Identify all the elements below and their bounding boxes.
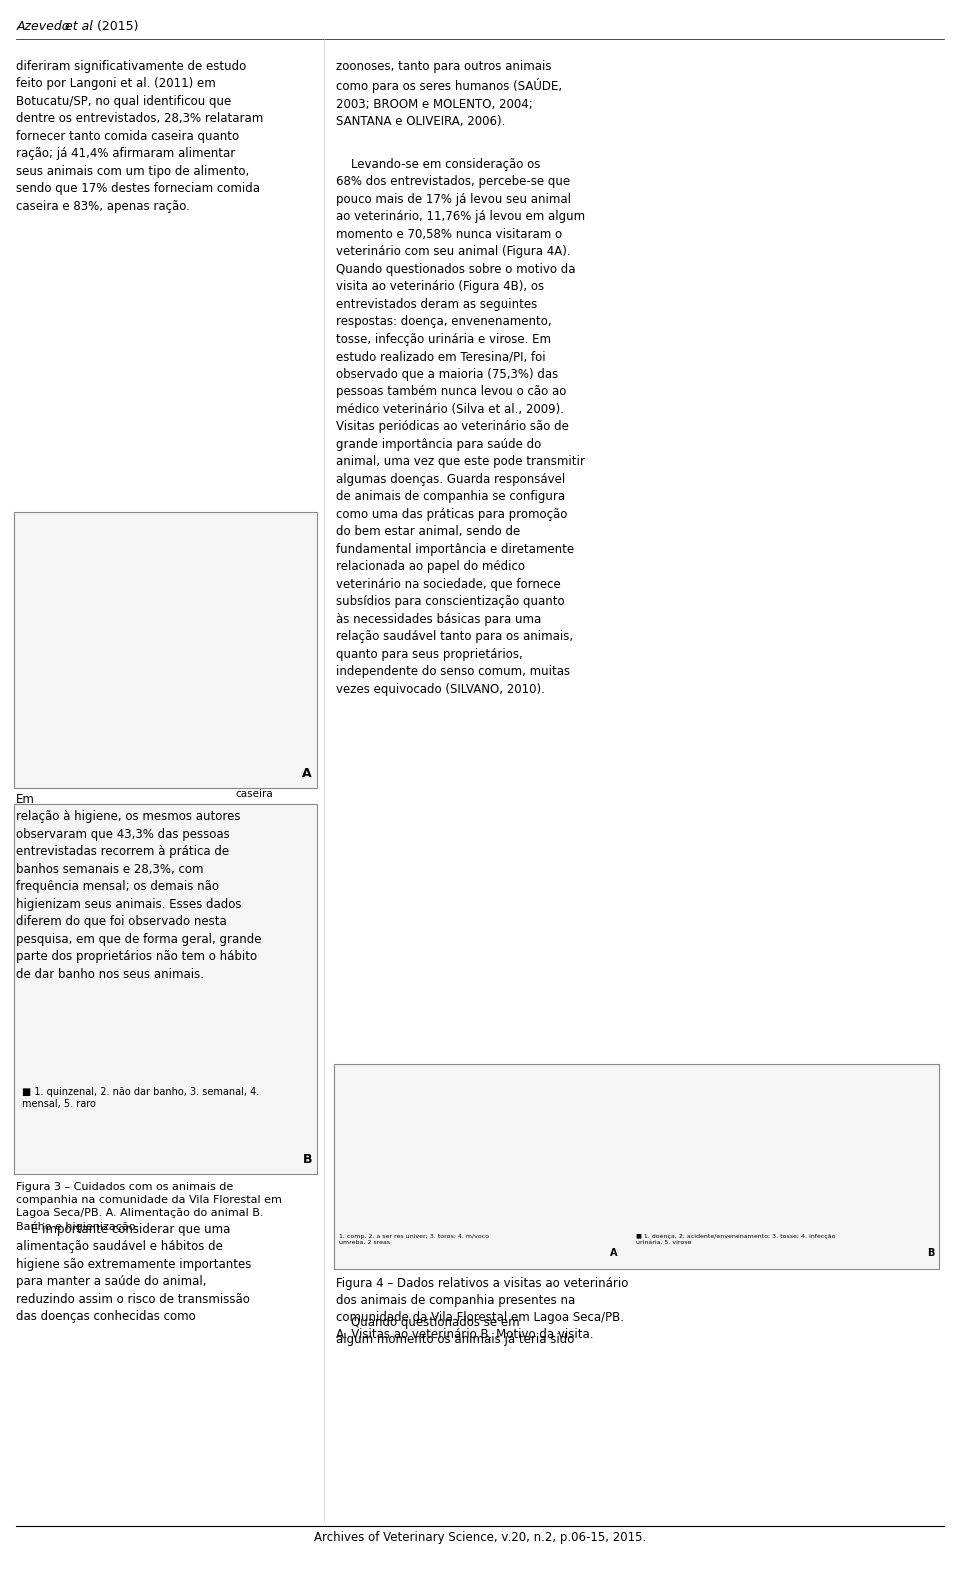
Bar xyxy=(820,1188,844,1221)
Bar xyxy=(164,667,201,756)
Bar xyxy=(867,1188,890,1221)
Text: Figura 3 – Cuidados com os animais de
companhia na comunidade da Vila Florestal : Figura 3 – Cuidados com os animais de co… xyxy=(16,1182,282,1231)
Text: Em
relação à higiene, os mesmos autores
observaram que 43,3% das pessoas
entrevi: Em relação à higiene, os mesmos autores … xyxy=(16,793,262,980)
Text: Quando questionados se em
algum momento os animais já teria sido: Quando questionados se em algum momento … xyxy=(336,1316,574,1346)
Bar xyxy=(127,1010,149,1072)
Bar xyxy=(260,1059,282,1072)
Text: diferiram significativamente de estudo
feito por Langoni et al. (2011) em
Botuca: diferiram significativamente de estudo f… xyxy=(16,60,264,213)
Text: É importante considerar que uma
alimentação saudável e hábitos de
higiene são ex: É importante considerar que uma alimenta… xyxy=(16,1221,252,1324)
Text: Figura 4 – Dados relativos a visitas ao veterinário
dos animais de companhia pre: Figura 4 – Dados relativos a visitas ao … xyxy=(336,1277,629,1341)
Bar xyxy=(171,949,194,1072)
Text: zoonoses, tanto para outros animais
como para os seres humanos (SAÚDE,
2003; BRO: zoonoses, tanto para outros animais como… xyxy=(336,60,563,128)
Bar xyxy=(467,1206,509,1221)
Bar xyxy=(383,1125,425,1221)
Title: Visitas ao veterinário: Visitas ao veterinário xyxy=(433,1083,542,1092)
Bar xyxy=(727,1188,751,1221)
Text: Archives of Veterinary Science, v.20, n.2, p.06-15, 2015.: Archives of Veterinary Science, v.20, n.… xyxy=(314,1532,646,1544)
Text: Azevedo: Azevedo xyxy=(16,20,74,33)
Bar xyxy=(92,588,129,756)
Bar xyxy=(774,1188,797,1221)
Text: B: B xyxy=(926,1248,934,1258)
Bar xyxy=(83,895,105,1072)
Bar xyxy=(681,1125,704,1221)
Title: Alimentação do animal: Alimentação do animal xyxy=(103,536,262,548)
Text: ■ 1. doença, 2. acidente/envenenamento; 3. tosse; 4. infecção
urinária, 5. viros: ■ 1. doença, 2. acidente/envenenamento; … xyxy=(636,1234,836,1245)
Text: A: A xyxy=(302,768,312,780)
Bar xyxy=(216,1059,238,1072)
Text: Levando-se em consideração os
68% dos entrevistados, percebe-se que
pouco mais d: Levando-se em consideração os 68% dos en… xyxy=(336,158,586,695)
Text: A: A xyxy=(610,1248,617,1258)
Text: ■ 1. quinzenal, 2. não dar banho, 3. semanal, 4.
mensal, 5. raro: ■ 1. quinzenal, 2. não dar banho, 3. sem… xyxy=(22,1087,259,1110)
Text: 1. comp, 2. a ser res univer; 3. toros; 4. m/voco
umreba, 2 sreas: 1. comp, 2. a ser res univer; 3. toros; … xyxy=(339,1234,489,1245)
Text: . (2015): . (2015) xyxy=(89,20,139,33)
Title: Banho: Banho xyxy=(160,835,204,848)
Text: et al: et al xyxy=(65,20,93,33)
Bar xyxy=(236,559,273,756)
Text: B: B xyxy=(302,1154,312,1166)
Bar xyxy=(550,1198,592,1221)
Title: Motivo da visita: Motivo da visita xyxy=(745,1083,826,1092)
